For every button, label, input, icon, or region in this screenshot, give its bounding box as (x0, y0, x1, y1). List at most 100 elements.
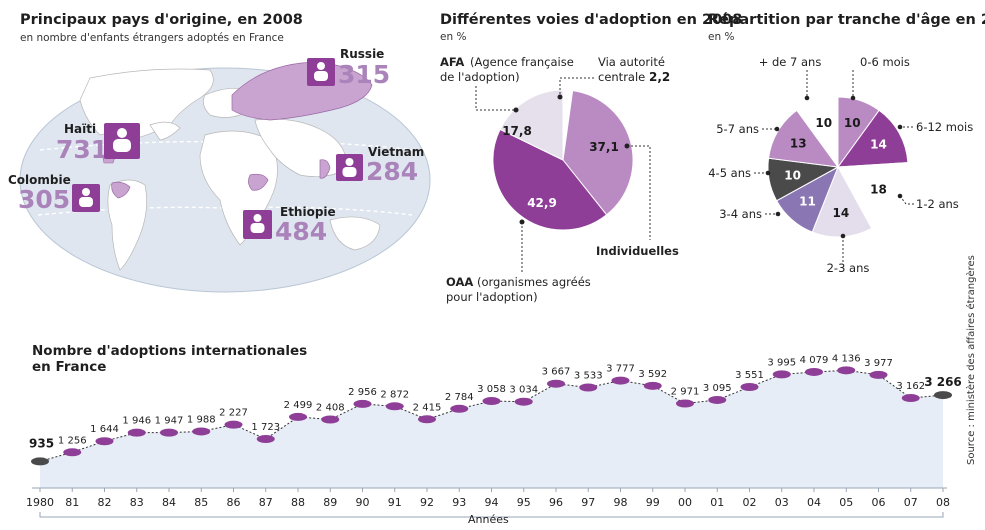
x-tick-96: 96 (549, 496, 563, 509)
pie2-slice-1 (836, 109, 909, 168)
pie2-leader-dot-2 (897, 193, 903, 199)
pie2-label-0: 0-6 mois (860, 55, 910, 69)
pie2-subtitle: en % (708, 31, 734, 43)
x-tick-98: 98 (614, 496, 628, 509)
area-point-81 (63, 448, 82, 457)
area-value-05: 4 136 (832, 353, 861, 364)
area-point-86 (224, 420, 243, 429)
area-value-89: 2 408 (316, 403, 345, 414)
map-subtitle: en nombre d'enfants étrangers adoptés en… (20, 32, 284, 44)
pie2-leader-dot-1 (897, 124, 903, 130)
area-point-1980 (31, 457, 49, 466)
pie1-value-3: 17,8 (502, 124, 532, 138)
area-point-84 (160, 428, 178, 437)
area-point-02 (740, 382, 759, 391)
pie1-label-oaa-1: (organismes agréés (477, 275, 591, 289)
pie-age-groups: 10 14 18 14 11 10 13 10 (767, 96, 909, 238)
area-point-88 (289, 412, 307, 421)
area-point-94 (482, 397, 501, 406)
area-chart-adoptions: 935 1980 1 256 81 1 644 82 1 946 83 1 947 84 1 988… (26, 353, 962, 518)
area-point-83 (127, 428, 146, 437)
area-value-96: 3 667 (542, 367, 571, 378)
area-value-88: 2 499 (284, 400, 313, 411)
pie2-label-6: 5-7 ans (716, 122, 759, 136)
pie2-value-5: 10 (784, 169, 801, 183)
area-point-91 (385, 402, 404, 411)
area-point-87 (256, 434, 275, 443)
area-fill (40, 370, 943, 488)
pie-adoption-routes: 37,1 42,9 17,8 (492, 89, 634, 231)
country-value-colombie: 305 (18, 185, 70, 214)
area-point-06 (869, 370, 888, 379)
area-title-line2: en France (32, 359, 106, 375)
pie1-label-afa-1: (Agence française (470, 55, 574, 69)
pie1-label-via-1: Via autorité (598, 55, 665, 69)
pie2-leader-dot-6 (774, 126, 780, 132)
years-bracket (39, 512, 944, 518)
area-value-97: 3 533 (574, 371, 603, 382)
ethiopia-shape (248, 173, 269, 191)
pie1-label-oaa-bold: OAA (446, 275, 473, 289)
colombia-shape (111, 181, 131, 199)
pie2-value-0: 10 (844, 116, 861, 130)
area-value-03: 3 995 (767, 357, 796, 368)
x-tick-00: 00 (678, 496, 692, 509)
area-point-01 (708, 395, 727, 404)
area-value-00: 2 971 (671, 386, 700, 397)
callout-colombie: Colombie 305 (8, 173, 100, 214)
x-tick-92: 92 (420, 496, 434, 509)
x-tick-83: 83 (130, 496, 144, 509)
area-value-06: 3 977 (864, 358, 893, 369)
x-tick-93: 93 (452, 496, 466, 509)
x-tick-02: 02 (743, 496, 757, 509)
map-title: Principaux pays d'origine, en 2008 (20, 12, 303, 28)
area-value-94: 3 058 (477, 384, 506, 395)
area-point-89 (321, 415, 340, 424)
area-value-86: 2 227 (219, 408, 248, 419)
pie1-value-1: 37,1 (589, 140, 619, 154)
area-value-92: 2 415 (413, 402, 442, 413)
pie1-title: Différentes voies d'adoption en 2008 (440, 12, 742, 28)
callout-vietnam: Vietnam 284 (336, 145, 424, 186)
pie1-slice-1 (562, 90, 634, 216)
pie2-leader-2 (899, 195, 914, 205)
area-point-05 (837, 366, 856, 375)
callout-ethiopie: Ethiopie 484 (243, 205, 336, 246)
x-tick-05: 05 (839, 496, 853, 509)
area-point-96 (547, 379, 565, 388)
country-value-vietnam: 284 (366, 157, 418, 186)
pie1-label-afa-bold: AFA (440, 55, 464, 69)
area-value-08: 3 266 (924, 375, 962, 389)
area-value-07: 3 162 (896, 381, 925, 392)
x-tick-87: 87 (259, 496, 273, 509)
x-tick-85: 85 (194, 496, 208, 509)
x-tick-91: 91 (388, 496, 402, 509)
pie2-leader-dot-0 (850, 95, 856, 101)
x-tick-82: 82 (98, 496, 112, 509)
x-tick-1980: 1980 (26, 496, 54, 509)
country-value-haiti: 731 (56, 135, 108, 164)
area-point-08 (934, 391, 952, 400)
area-value-04: 4 079 (800, 355, 829, 366)
area-point-90 (353, 399, 372, 408)
x-tick-86: 86 (227, 496, 241, 509)
pie1-slice-2 (492, 128, 608, 231)
pie1-label-afa-2: de l'adoption) (440, 70, 520, 84)
area-value-83: 1 946 (122, 416, 151, 427)
area-value-99: 3 592 (638, 369, 667, 380)
area-value-81: 1 256 (58, 435, 87, 446)
x-tick-99: 99 (646, 496, 660, 509)
area-value-95: 3 034 (509, 385, 538, 396)
x-tick-01: 01 (710, 496, 724, 509)
pie1-label-via-2: centrale (598, 70, 645, 84)
area-value-93: 2 784 (445, 392, 474, 403)
pie2-value-3: 14 (833, 206, 850, 220)
area-value-85: 1 988 (187, 414, 216, 425)
pie2-leader-dot-4 (775, 211, 781, 217)
pie2-label-2: 1-2 ans (916, 197, 959, 211)
pie1-subtitle: en % (440, 31, 466, 43)
area-point-00 (676, 399, 694, 408)
pie2-label-5: 4-5 ans (708, 166, 751, 180)
x-tick-03: 03 (775, 496, 789, 509)
